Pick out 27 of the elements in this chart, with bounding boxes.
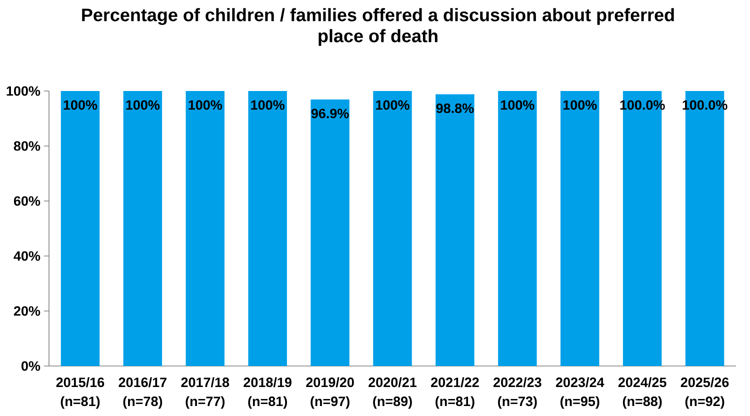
data-label: 100% [64, 100, 98, 110]
data-label: 100% [376, 100, 410, 110]
x-tick-label: 2023/24 (n=95) [556, 377, 604, 409]
y-tick-label: 100% [6, 86, 40, 96]
x-tick-label: 2015/16 (n=81) [56, 377, 104, 409]
y-tick-label: 0% [22, 361, 40, 371]
data-label: 100% [500, 100, 534, 110]
x-tick-label: 2025/26 (n=92) [680, 377, 729, 409]
x-tick-label: 2021/22 (n=81) [431, 377, 479, 409]
data-label: 98.8% [436, 104, 474, 114]
x-tick-label: 2020/21 (n=89) [368, 377, 417, 409]
x-tick-label: 2019/20 (n=97) [306, 377, 354, 409]
y-tick-label: 80% [14, 141, 40, 151]
x-tick-label: 2016/17 (n=78) [118, 377, 166, 409]
chart-title: Percentage of children / families offered a discussion about preferred place of death [82, 8, 674, 46]
x-tick-label: 2022/23 (n=73) [493, 377, 542, 409]
data-label: 100% [188, 100, 222, 110]
data-label: 100% [563, 100, 597, 110]
y-tick-label: 40% [14, 251, 40, 261]
data-label: 96.9% [311, 108, 349, 118]
x-tick-label: 2018/19 (n=81) [244, 377, 292, 409]
y-tick-label: 60% [14, 196, 40, 206]
data-label: 100% [126, 100, 160, 110]
y-tick-label: 20% [14, 306, 40, 316]
x-tick-label: 2017/18 (n=77) [181, 377, 230, 409]
data-label: 100% [251, 100, 284, 110]
x-tick-label: 2024/25 (n=88) [618, 377, 666, 409]
